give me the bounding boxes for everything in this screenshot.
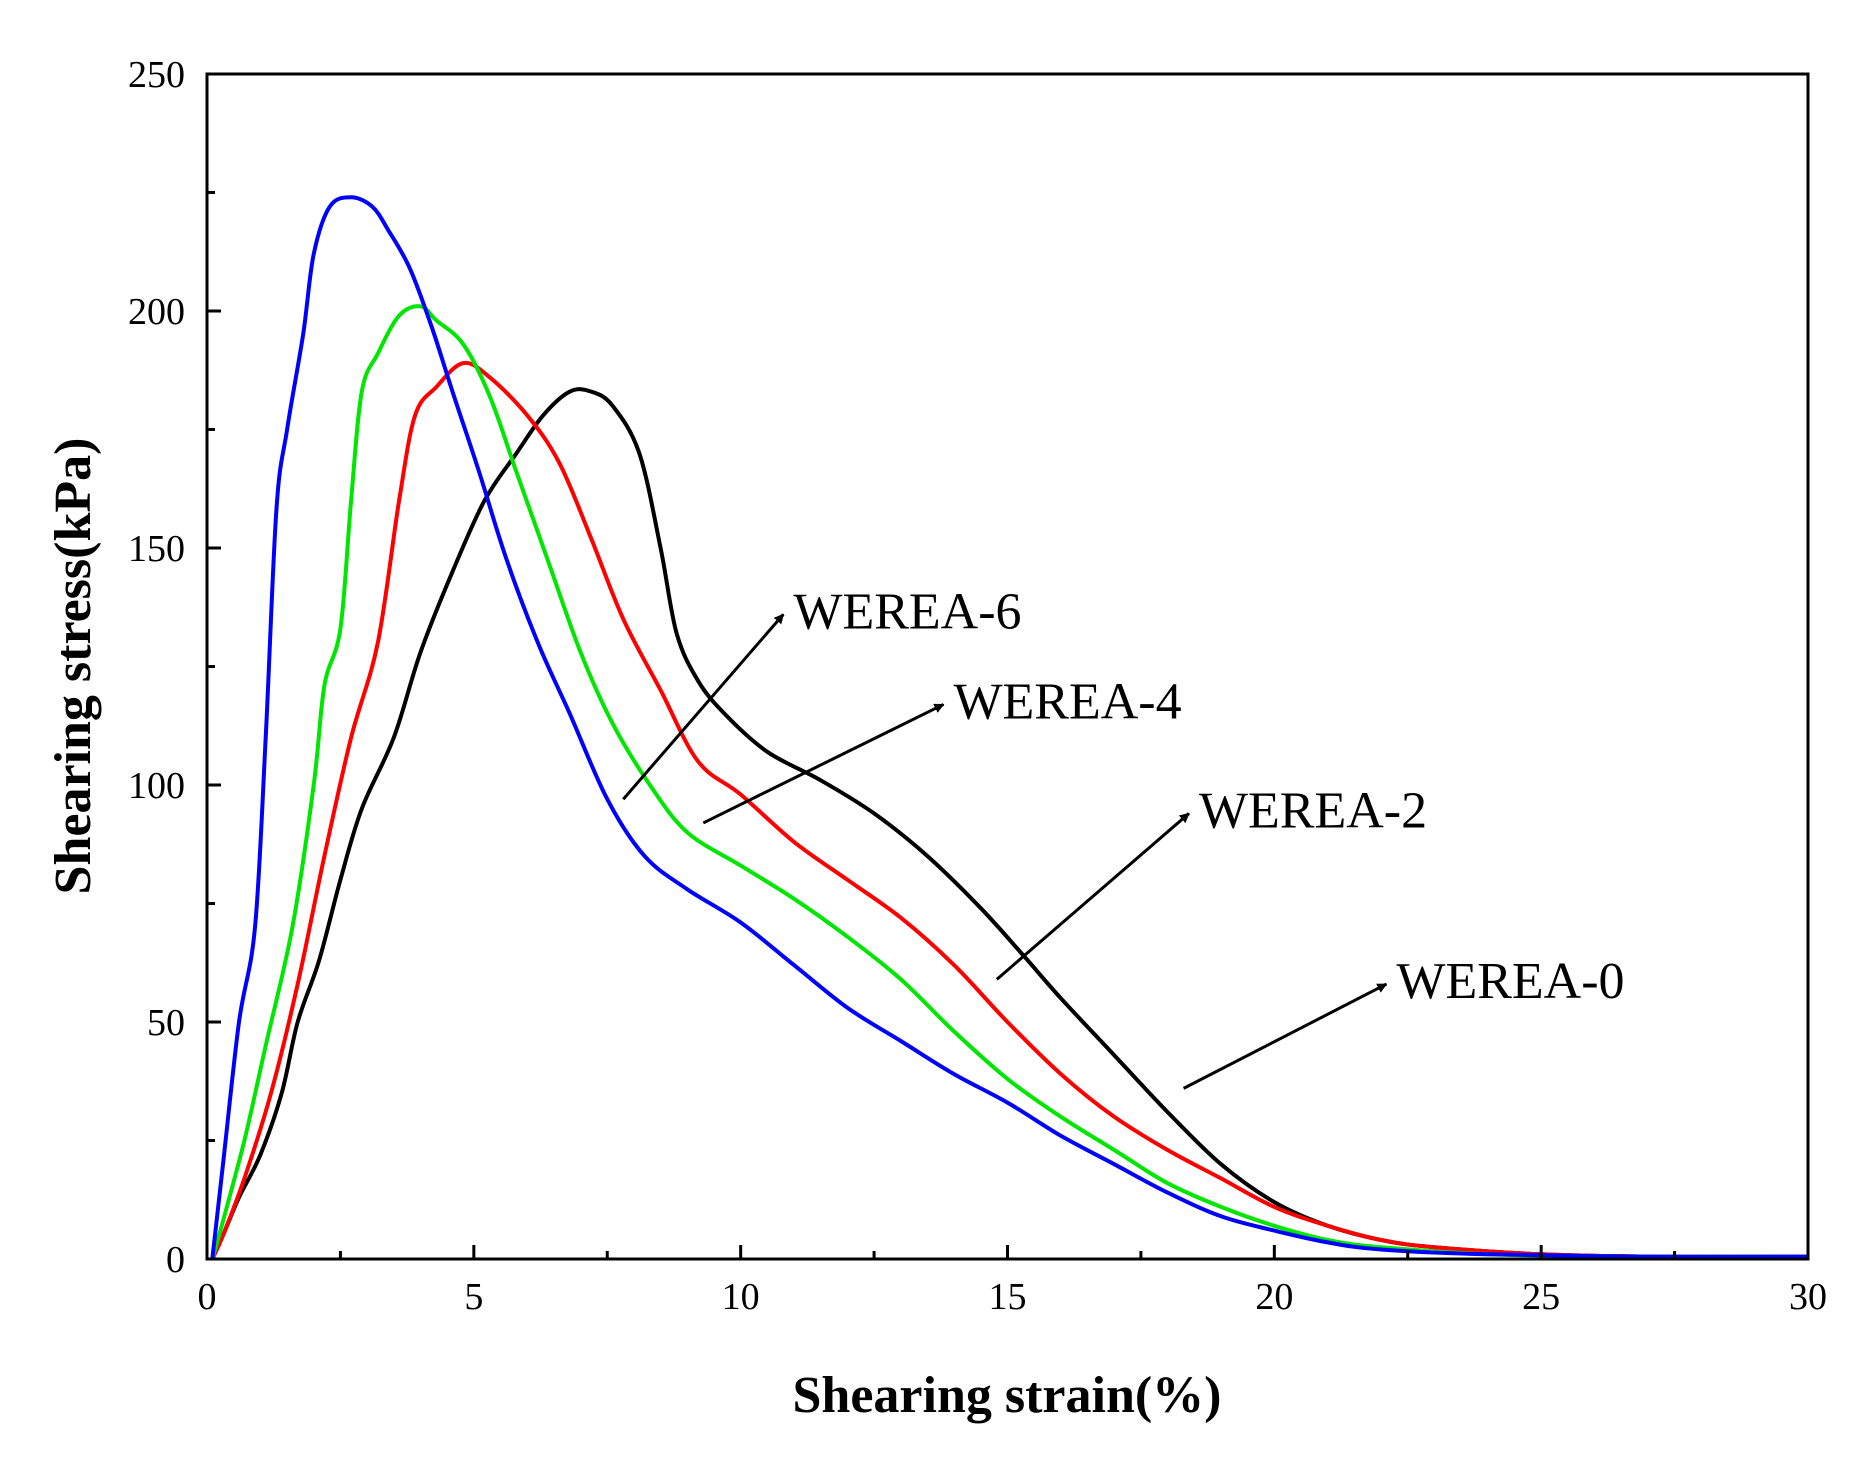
y-tick-label: 100 [128,765,185,807]
y-tick-label: 50 [147,1002,185,1044]
series-line-werea-4 [210,304,1809,1260]
annotation-layer: WEREA-6 WEREA-4 WEREA-2 WEREA-0 [622,583,1625,1090]
x-tick-label: 15 [989,1276,1027,1318]
annotation-arrow-werea-6 [622,613,785,801]
y-tick-label: 200 [128,291,185,333]
annotation-label-werea-4: WEREA-4 [953,673,1181,730]
y-tick-label: 250 [128,54,185,96]
annotation-arrow-werea-0 [1182,982,1388,1090]
x-axis-title: Shearing strain(%) [793,1367,1222,1424]
series-line-werea-0 [210,387,1809,1260]
y-tick-label: 0 [166,1239,185,1281]
axes-layer: 0 5 10 15 20 25 30 0 50 100 150 200 250 [128,54,1827,1318]
x-tick-label: 0 [198,1276,217,1318]
annotation-arrow-werea-4 [702,703,945,825]
x-tick-label: 30 [1789,1276,1827,1318]
y-axis-title: Shearing stress(kPa) [45,438,102,895]
series-line-werea-2 [210,360,1809,1260]
annotation-label-werea-2: WEREA-2 [1199,782,1427,839]
x-tick-label: 5 [464,1276,483,1318]
annotation-label-werea-0: WEREA-0 [1396,953,1624,1010]
x-tick-label: 20 [1255,1276,1293,1318]
annotation-label-werea-6: WEREA-6 [793,583,1021,640]
x-tick-label: 10 [722,1276,760,1318]
y-tick-label: 150 [128,528,185,570]
series-layer [210,195,1809,1260]
annotation-arrow-werea-2 [995,812,1190,981]
x-tick-label: 25 [1522,1276,1560,1318]
series-line-werea-6 [210,195,1809,1260]
